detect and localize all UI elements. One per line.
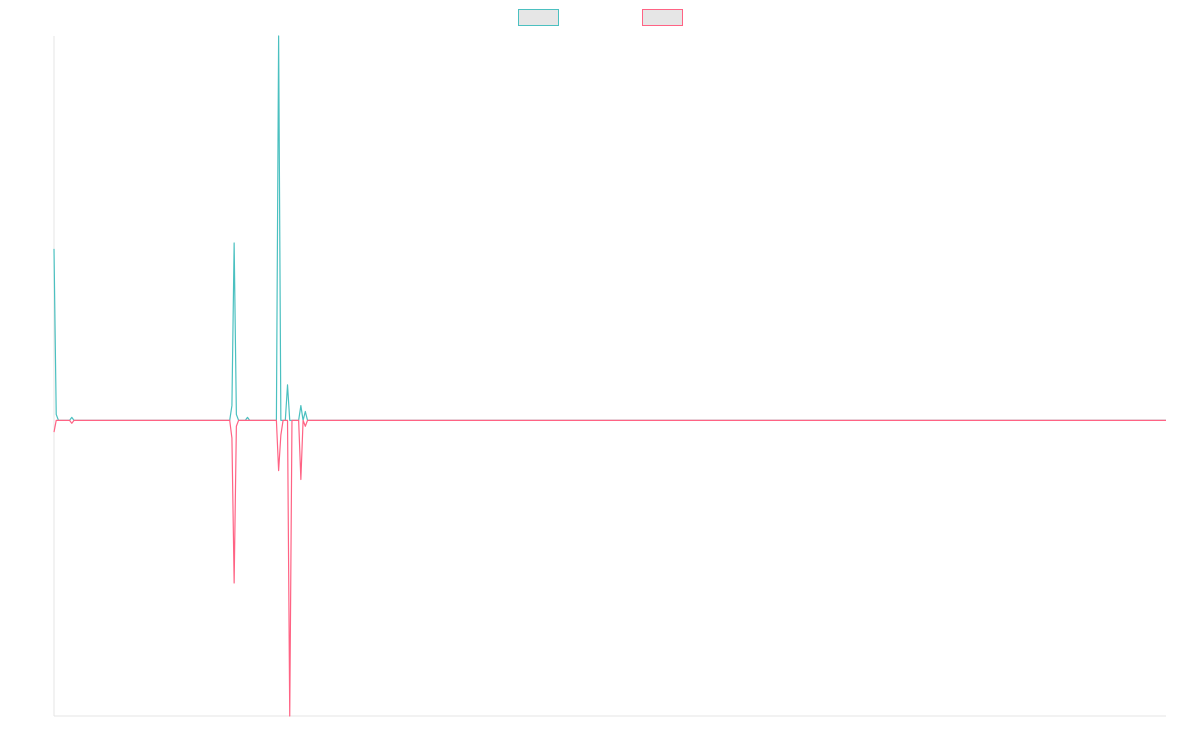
- legend: [518, 9, 683, 26]
- legend-swatch-2[interactable]: [642, 9, 683, 26]
- series-line-1: [53, 35, 1166, 421]
- plot-area: [53, 35, 1166, 717]
- legend-swatch-1[interactable]: [518, 9, 559, 26]
- series-line-2: [53, 419, 1166, 717]
- axes: [53, 36, 1166, 717]
